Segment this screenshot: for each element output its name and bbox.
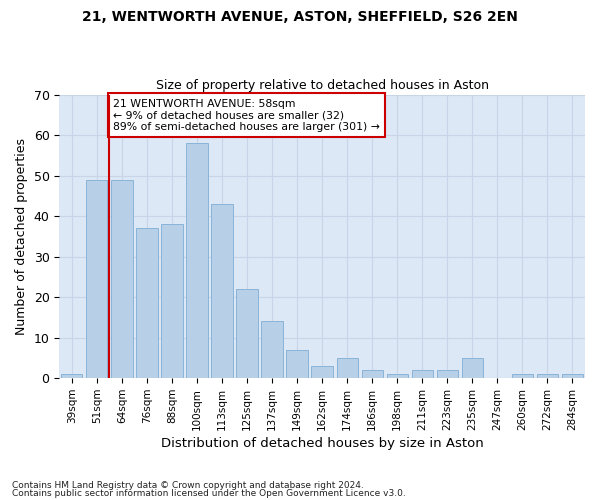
Y-axis label: Number of detached properties: Number of detached properties <box>15 138 28 335</box>
Text: 21, WENTWORTH AVENUE, ASTON, SHEFFIELD, S26 2EN: 21, WENTWORTH AVENUE, ASTON, SHEFFIELD, … <box>82 10 518 24</box>
Bar <box>512 374 533 378</box>
Bar <box>311 366 333 378</box>
Bar <box>562 374 583 378</box>
Bar <box>437 370 458 378</box>
Bar <box>136 228 158 378</box>
Bar <box>111 180 133 378</box>
Bar <box>286 350 308 378</box>
Text: Contains HM Land Registry data © Crown copyright and database right 2024.: Contains HM Land Registry data © Crown c… <box>12 481 364 490</box>
X-axis label: Distribution of detached houses by size in Aston: Distribution of detached houses by size … <box>161 437 484 450</box>
Bar <box>462 358 483 378</box>
Bar <box>211 204 233 378</box>
Bar <box>236 289 257 378</box>
Bar <box>537 374 558 378</box>
Bar <box>61 374 82 378</box>
Bar <box>262 322 283 378</box>
Title: Size of property relative to detached houses in Aston: Size of property relative to detached ho… <box>155 79 488 92</box>
Bar <box>86 180 107 378</box>
Text: Contains public sector information licensed under the Open Government Licence v3: Contains public sector information licen… <box>12 488 406 498</box>
Bar <box>362 370 383 378</box>
Bar <box>187 143 208 378</box>
Bar <box>337 358 358 378</box>
Text: 21 WENTWORTH AVENUE: 58sqm
← 9% of detached houses are smaller (32)
89% of semi-: 21 WENTWORTH AVENUE: 58sqm ← 9% of detac… <box>113 98 380 132</box>
Bar <box>412 370 433 378</box>
Bar <box>161 224 182 378</box>
Bar <box>386 374 408 378</box>
